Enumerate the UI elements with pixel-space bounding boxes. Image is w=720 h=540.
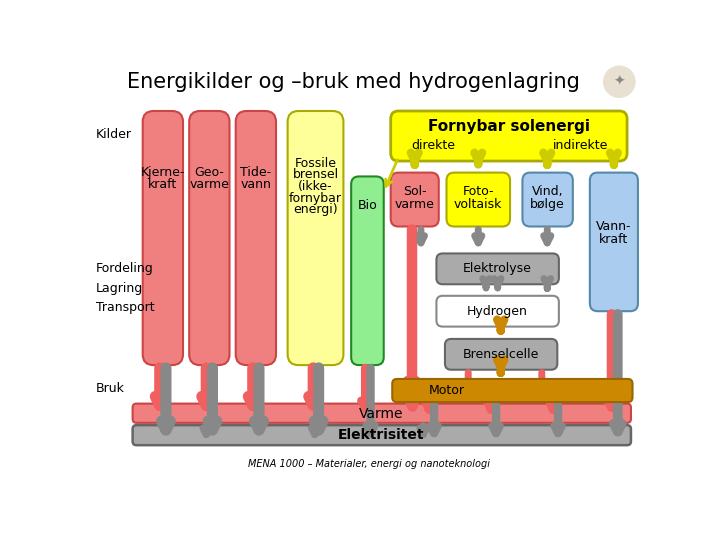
FancyBboxPatch shape [590, 173, 638, 311]
FancyBboxPatch shape [436, 253, 559, 284]
Text: (ikke-: (ikke- [298, 180, 333, 193]
Text: Kilder: Kilder [96, 127, 132, 140]
FancyBboxPatch shape [445, 339, 557, 370]
FancyBboxPatch shape [392, 379, 632, 402]
Text: voltaisk: voltaisk [454, 198, 503, 212]
FancyBboxPatch shape [132, 403, 631, 423]
Text: kraft: kraft [148, 178, 177, 191]
Text: varme: varme [189, 178, 229, 191]
Text: direkte: direkte [411, 139, 455, 152]
Text: indirekte: indirekte [553, 139, 608, 152]
Text: Fordeling: Fordeling [96, 262, 154, 275]
FancyBboxPatch shape [523, 173, 573, 226]
Text: Motor: Motor [428, 384, 464, 397]
Text: varme: varme [395, 198, 435, 212]
Text: Kjerne-: Kjerne- [140, 166, 185, 179]
Text: Hydrogen: Hydrogen [467, 305, 528, 318]
Text: Energikilder og –bruk med hydrogenlagring: Energikilder og –bruk med hydrogenlagrin… [127, 72, 580, 92]
Text: ✦: ✦ [613, 75, 625, 89]
Text: brensel: brensel [292, 168, 338, 181]
Text: Tide-: Tide- [240, 166, 271, 179]
Text: Transport: Transport [96, 301, 155, 314]
Text: Vind,: Vind, [531, 185, 563, 198]
FancyBboxPatch shape [391, 173, 438, 226]
Text: Fossile: Fossile [294, 157, 336, 170]
FancyBboxPatch shape [189, 111, 230, 365]
Text: Sol-: Sol- [403, 185, 426, 198]
Text: Vann-: Vann- [596, 220, 631, 233]
Text: bølge: bølge [530, 198, 564, 212]
Text: Foto-: Foto- [462, 185, 494, 198]
Text: kraft: kraft [599, 233, 629, 246]
Text: vann: vann [240, 178, 271, 191]
Text: Bruk: Bruk [96, 382, 125, 395]
FancyBboxPatch shape [391, 111, 627, 161]
FancyBboxPatch shape [351, 177, 384, 365]
Text: Geo-: Geo- [194, 166, 225, 179]
FancyBboxPatch shape [235, 111, 276, 365]
FancyBboxPatch shape [132, 425, 631, 445]
Text: MENA 1000 – Materialer, energi og nanoteknologi: MENA 1000 – Materialer, energi og nanote… [248, 458, 490, 469]
Text: Lagring: Lagring [96, 281, 143, 295]
Text: Elektrisitet: Elektrisitet [338, 428, 425, 442]
FancyBboxPatch shape [446, 173, 510, 226]
Text: Bio: Bio [358, 199, 377, 212]
Text: energi): energi) [293, 203, 338, 216]
Text: Varme: Varme [359, 407, 404, 421]
Circle shape [604, 66, 635, 97]
Text: Elektrolyse: Elektrolyse [463, 262, 532, 275]
FancyBboxPatch shape [143, 111, 183, 365]
Text: fornybar: fornybar [289, 192, 342, 205]
Text: Brenselcelle: Brenselcelle [462, 348, 539, 361]
FancyBboxPatch shape [287, 111, 343, 365]
Text: Fornybar solenergi: Fornybar solenergi [428, 119, 590, 134]
FancyBboxPatch shape [436, 296, 559, 327]
